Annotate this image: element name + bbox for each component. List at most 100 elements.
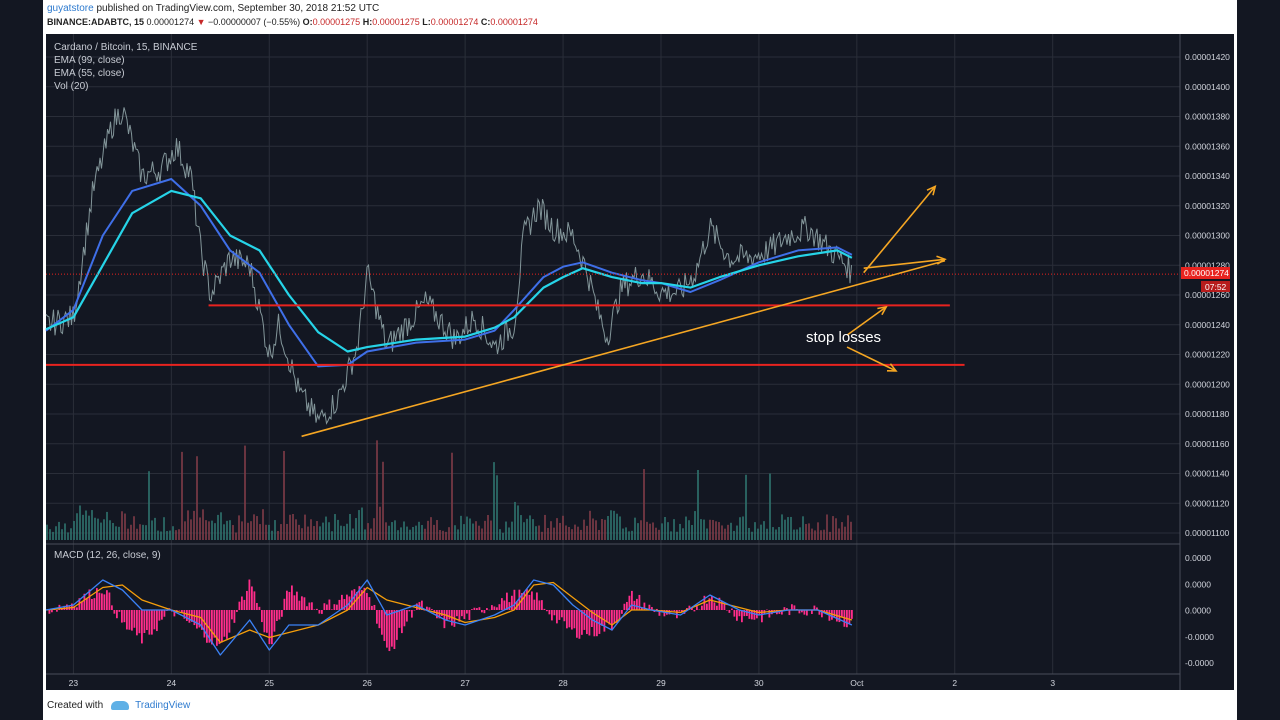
volume-bar [190, 519, 192, 540]
volume-bar [412, 526, 414, 540]
macd-hist-bar [831, 610, 833, 620]
volume-bar [226, 520, 228, 540]
volume-bar [151, 520, 153, 540]
macd-hist-bar [183, 610, 186, 619]
macd-hist-bar [141, 610, 143, 644]
volume-bar [376, 440, 378, 540]
volume-bar [559, 522, 561, 540]
volume-bar [127, 528, 129, 540]
macd-hist-bar [48, 610, 51, 614]
macd-hist-bar [598, 610, 601, 634]
volume-bar [196, 456, 198, 540]
macd-hist-bar [766, 609, 768, 611]
macd-hist-bar [358, 586, 361, 610]
volume-bar [727, 524, 729, 540]
legend-title: Cardano / Bitcoin, 15, BINANCE [54, 42, 198, 53]
volume-bar [118, 526, 120, 540]
macd-hist-bar [93, 598, 96, 610]
macd-hist-bar [126, 610, 128, 630]
macd-hist-bar [178, 610, 181, 611]
tradingview-logo-icon [111, 700, 130, 710]
volume-bar [205, 520, 207, 540]
author-link[interactable]: guyatstore [47, 3, 94, 14]
published-text: published on TradingView.com, September … [96, 3, 380, 14]
macd-hist-bar [313, 609, 316, 610]
volume-bar [799, 527, 801, 540]
macd-hist-bar [138, 610, 141, 634]
volume-bar [496, 475, 498, 540]
macd-hist-bar [111, 605, 113, 610]
macd-hist-bar [98, 592, 101, 610]
price-axis[interactable]: 0.00001420 0.00001400 0.00001380 0.00001360… [1185, 52, 1230, 538]
volume-bar [403, 521, 405, 540]
volume-bar [607, 516, 609, 540]
macd-hist-bar [296, 591, 298, 610]
volume-bar [634, 517, 636, 540]
volume-bar [655, 527, 657, 540]
volume-bar [475, 521, 477, 540]
macd-hist-bar [518, 589, 521, 610]
high-label: H: [362, 17, 373, 27]
price-change: −0.00000007 (−0.55%) [208, 17, 301, 27]
time-axis[interactable]: 23 24 25 26 27 28 29 30 Oct 2 3 [69, 678, 1056, 688]
price-tick-label: 0.00001200 [1185, 379, 1230, 389]
volume-bar [631, 530, 633, 540]
macd-hist-bar [81, 601, 83, 610]
price-tick-label: 0.00001260 [1185, 290, 1230, 300]
macd-hist-bar [293, 595, 296, 610]
volume-bar [685, 516, 687, 540]
legend-ema55[interactable]: EMA (55, close) [54, 68, 125, 79]
volume-bar [382, 461, 384, 540]
legend-ema99[interactable]: EMA (99, close) [54, 55, 125, 66]
volume-bar [124, 513, 126, 540]
macd-hist-bar [316, 608, 318, 610]
volume-bar [502, 532, 504, 540]
macd-hist-bar [546, 610, 548, 612]
macd-hist-bar [511, 595, 513, 610]
tradingview-link[interactable]: TradingView [135, 700, 191, 711]
macd-hist-bar [648, 604, 651, 610]
volume-bar [676, 531, 678, 540]
macd-hist-bar [551, 610, 553, 621]
volume-bar [649, 523, 651, 540]
macd-hist-bar [331, 609, 333, 610]
legend-macd[interactable]: MACD (12, 26, close, 9) [54, 550, 161, 561]
volume-bar [55, 526, 57, 540]
volume-bar [304, 514, 306, 540]
volume-bar [574, 524, 576, 540]
volume-bar [766, 528, 768, 540]
macd-hist-bar [803, 610, 806, 615]
macd-hist-bar [158, 610, 161, 621]
volume-bar [562, 515, 564, 540]
macd-hist-bar [378, 610, 381, 629]
macd-hist-bar [696, 606, 698, 610]
volume-bar [316, 521, 318, 540]
macd-hist-bar [798, 610, 801, 614]
volume-bar [760, 524, 762, 540]
macd-hist-bar [226, 610, 228, 639]
macd-hist-bar [288, 591, 291, 610]
macd-hist-bar [743, 610, 746, 617]
time-tick-label: 30 [754, 678, 764, 688]
macd-hist-bar [801, 610, 803, 613]
macd-hist-bar [243, 599, 246, 610]
volume-bar [91, 510, 93, 540]
macd-hist-bar [576, 610, 578, 638]
legend-volume[interactable]: Vol (20) [54, 81, 88, 92]
volume-bar [325, 516, 327, 540]
volume-bar [622, 528, 624, 540]
volume-bar [652, 522, 654, 540]
macd-hist-bar [533, 599, 536, 610]
macd-hist-bar [148, 610, 151, 635]
macd-axis[interactable]: 0.0000 0.0000 0.0000 -0.0000 -0.0000 [1185, 553, 1214, 668]
macd-hist-bar [218, 610, 221, 645]
volume-bar [244, 445, 246, 540]
open-value: 0.00001275 [312, 17, 361, 27]
macd-hist-bar [488, 609, 491, 611]
volume-bar [70, 528, 72, 540]
volume-bar [364, 529, 366, 540]
macd-hist-bar [526, 588, 528, 610]
macd-hist-bar [326, 604, 328, 610]
volume-bar [532, 519, 534, 540]
